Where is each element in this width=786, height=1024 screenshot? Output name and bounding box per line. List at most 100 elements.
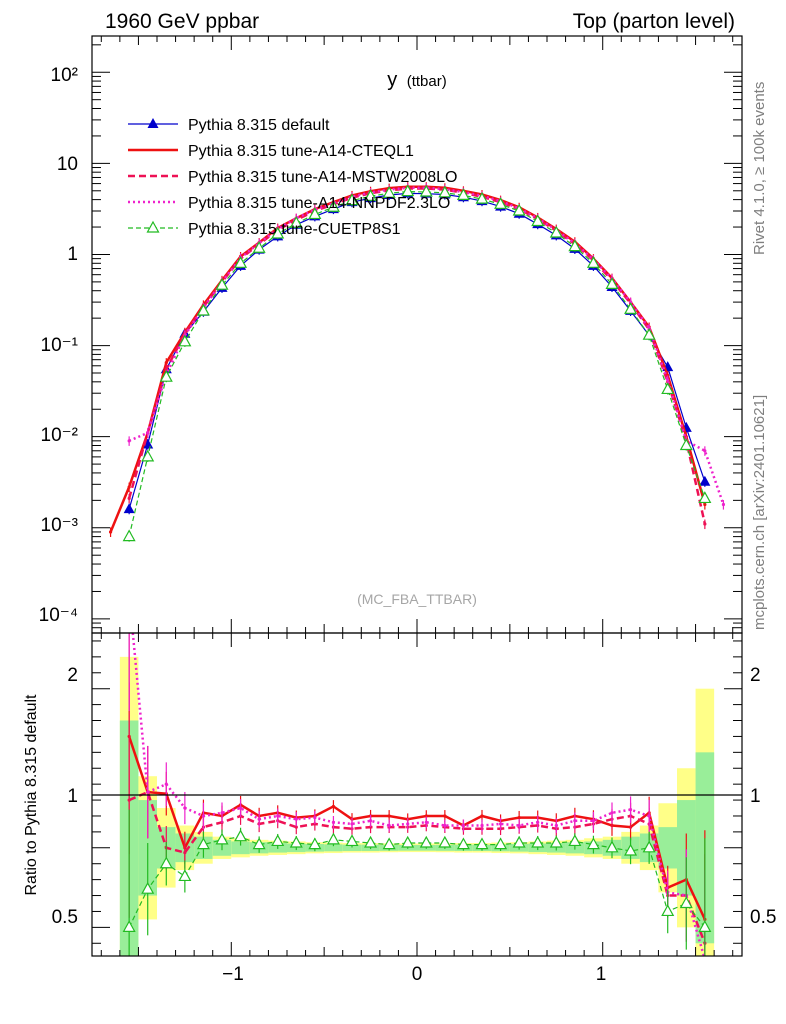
data-point	[517, 823, 521, 828]
analysis-watermark: (MC_FBA_TTBAR)	[357, 591, 477, 607]
data-point	[326, 832, 340, 845]
ratio-y-tick-label: 0.5	[52, 907, 78, 928]
data-point	[721, 502, 726, 507]
data-point	[178, 334, 192, 347]
data-point	[196, 837, 210, 850]
data-point	[586, 256, 600, 268]
data-point	[201, 814, 206, 818]
series-line	[128, 190, 706, 537]
data-point	[666, 378, 670, 382]
data-point	[512, 835, 526, 848]
data-point	[368, 819, 373, 823]
data-point	[456, 837, 470, 850]
main-y-tick-label: 10⁻³	[41, 515, 79, 536]
data-point	[345, 193, 359, 206]
ratio-y-tick-label-right: 2	[750, 665, 761, 686]
data-point	[331, 804, 336, 809]
data-point	[568, 834, 582, 847]
data-point	[141, 881, 155, 894]
data-point	[554, 823, 558, 828]
data-point	[345, 834, 359, 847]
legend-item: Pythia 8.315 tune-CUETP8S1	[128, 220, 401, 238]
x-tick-labels: −1 0 1	[222, 964, 606, 985]
data-point	[531, 835, 545, 848]
data-point	[289, 216, 303, 228]
legend-item: Pythia 8.315 tune-A14-MSTW2008LO	[128, 169, 457, 186]
data-point	[679, 896, 693, 909]
data-point	[127, 798, 131, 802]
data-point	[127, 496, 131, 501]
x-tick-label: 1	[596, 964, 607, 985]
ratio-y-axis-label: Ratio to Pythia 8.315 default	[23, 694, 40, 896]
data-point	[624, 843, 638, 856]
data-point	[252, 241, 266, 253]
data-point	[438, 835, 452, 848]
data-point	[183, 806, 187, 810]
main-y-tick-label: 1	[67, 244, 78, 265]
ratio-y-tick-label-right: 1	[750, 786, 761, 807]
data-point	[308, 207, 322, 220]
series-pythia-8-315-tune-cuetp8s1	[122, 184, 712, 542]
series-line	[127, 187, 707, 525]
main-y-tick-label: 10²	[51, 65, 78, 86]
data-point	[661, 382, 675, 395]
ratio-y-tick-labels: 0.5 1 2 0.5 1 2	[52, 665, 777, 928]
data-point	[698, 920, 712, 932]
data-point	[591, 819, 596, 823]
data-point	[531, 214, 545, 227]
data-point	[517, 815, 521, 820]
data-point	[159, 856, 173, 869]
data-point	[271, 834, 285, 847]
main-y-tick-label: 10⁻⁴	[39, 605, 78, 626]
x-tick-label: −1	[222, 964, 244, 985]
legend-label: Pythia 8.315 tune-CUETP8S1	[188, 221, 401, 238]
data-point	[498, 822, 503, 826]
data-point	[642, 840, 656, 853]
data-point	[164, 361, 168, 365]
data-point	[215, 832, 229, 845]
data-point	[252, 837, 266, 850]
ratio-y-tick-label: 2	[67, 665, 78, 686]
data-point	[238, 806, 243, 810]
data-point	[438, 185, 452, 198]
stat-uncertainty-band	[658, 827, 677, 869]
data-point	[141, 449, 155, 462]
series-line	[127, 736, 707, 920]
data-point	[605, 840, 619, 853]
data-point	[159, 369, 173, 382]
data-point	[122, 920, 136, 932]
data-point	[108, 530, 113, 534]
data-point	[178, 869, 192, 882]
data-point	[234, 829, 248, 842]
data-point	[294, 817, 298, 821]
data-point	[605, 277, 619, 289]
data-point	[419, 184, 433, 197]
data-point	[234, 256, 248, 268]
data-point	[387, 814, 391, 818]
series-line	[109, 185, 707, 533]
legend-item: Pythia 8.315 tune-A14-CTEQL1	[128, 143, 414, 160]
data-point	[512, 203, 526, 216]
data-point	[368, 825, 373, 829]
data-point	[127, 439, 131, 443]
data-point	[480, 814, 484, 818]
plot-title-sub: (ttbar)	[407, 73, 447, 90]
data-point	[364, 189, 378, 201]
data-point	[271, 226, 285, 239]
rivet-version-label: Rivet 4.1.0, ≥ 100k events	[751, 82, 768, 255]
data-point	[549, 225, 563, 238]
data-point	[387, 823, 391, 828]
data-point	[703, 502, 707, 507]
data-point	[142, 438, 154, 449]
data-point	[146, 790, 150, 794]
main-y-tick-labels: 10⁻⁴ 10⁻³ 10⁻² 10⁻¹ 1 10 10²	[39, 65, 78, 626]
data-point	[215, 277, 229, 290]
data-point	[419, 835, 433, 848]
header-right: Top (parton level)	[573, 10, 735, 33]
data-point	[164, 782, 168, 786]
data-point	[475, 191, 489, 204]
series-line	[128, 186, 725, 505]
series-pythia-8-315-tune-a14-nnpdf2-3lo	[128, 633, 706, 956]
axis-ticks	[92, 36, 742, 956]
